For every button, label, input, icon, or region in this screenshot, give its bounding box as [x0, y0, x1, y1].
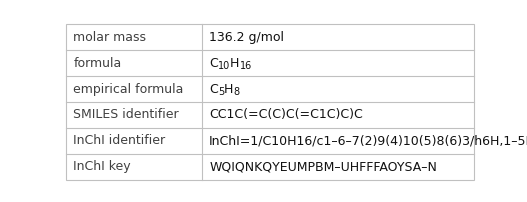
Text: 136.2 g/mol: 136.2 g/mol	[209, 31, 284, 44]
Text: 10: 10	[218, 61, 230, 72]
Text: formula: formula	[73, 57, 122, 70]
Text: empirical formula: empirical formula	[73, 83, 183, 96]
Text: CC1C(=C(C)C(=C1C)C)C: CC1C(=C(C)C(=C1C)C)C	[209, 108, 363, 121]
Text: molar mass: molar mass	[73, 31, 146, 44]
Text: H: H	[224, 83, 233, 96]
Text: InChI identifier: InChI identifier	[73, 134, 165, 147]
Text: C: C	[209, 57, 218, 70]
Text: InChI=1/C10H16/c1–6–7(2)9(4)10(5)8(6)3/h6H,1–5H3: InChI=1/C10H16/c1–6–7(2)9(4)10(5)8(6)3/h…	[209, 134, 527, 147]
Text: SMILES identifier: SMILES identifier	[73, 108, 179, 121]
Text: WQIQNKQYEUMPBM–UHFFFAOYSA–N: WQIQNKQYEUMPBM–UHFFFAOYSA–N	[209, 160, 437, 173]
Text: H: H	[230, 57, 240, 70]
Text: 5: 5	[218, 87, 224, 97]
Text: C: C	[209, 83, 218, 96]
Text: 16: 16	[240, 61, 252, 72]
Text: InChI key: InChI key	[73, 160, 131, 173]
Text: 8: 8	[233, 87, 240, 97]
